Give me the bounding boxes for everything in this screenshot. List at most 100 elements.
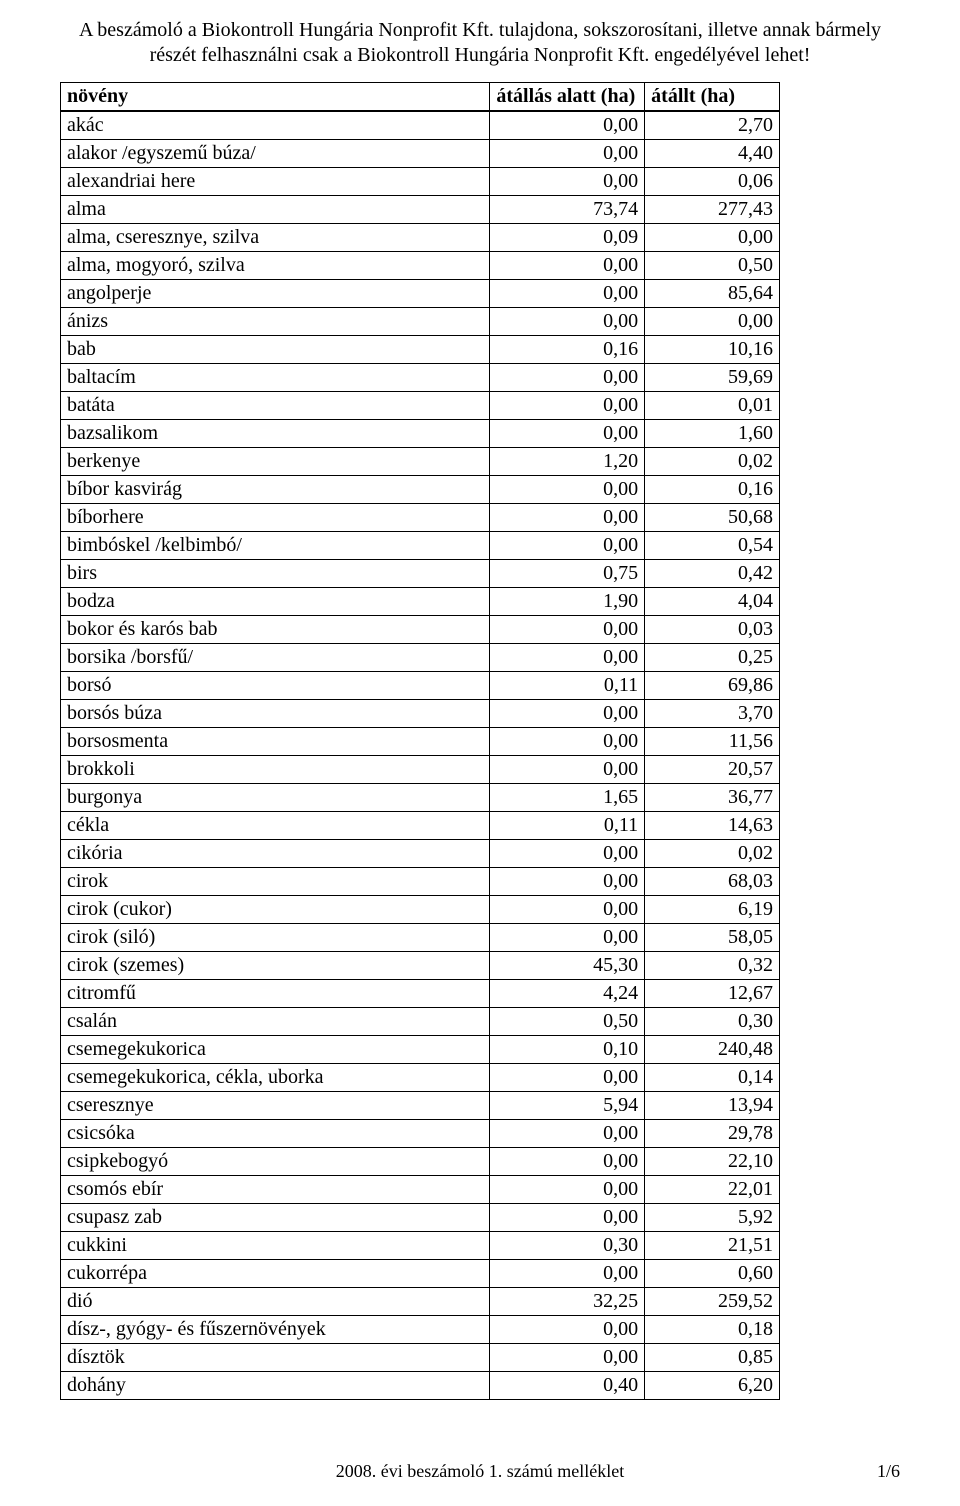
- cell-converted-ha: 4,04: [645, 588, 780, 616]
- cell-transition-ha: 0,11: [490, 812, 645, 840]
- cell-plant-name: alma, mogyoró, szilva: [61, 252, 490, 280]
- cell-plant-name: csemegekukorica: [61, 1036, 490, 1064]
- cell-converted-ha: 11,56: [645, 728, 780, 756]
- page: A beszámoló a Biokontroll Hungária Nonpr…: [0, 0, 960, 1506]
- table-row: ánizs0,000,00: [61, 308, 780, 336]
- cell-plant-name: bab: [61, 336, 490, 364]
- table-row: alakor /egyszemű búza/0,004,40: [61, 140, 780, 168]
- table-row: bokor és karós bab0,000,03: [61, 616, 780, 644]
- cell-transition-ha: 1,20: [490, 448, 645, 476]
- cell-transition-ha: 4,24: [490, 980, 645, 1008]
- table-row: cirok (cukor)0,006,19: [61, 896, 780, 924]
- cell-plant-name: alma: [61, 196, 490, 224]
- cell-converted-ha: 0,50: [645, 252, 780, 280]
- table-row: bazsalikom0,001,60: [61, 420, 780, 448]
- table-row: dió32,25259,52: [61, 1288, 780, 1316]
- cell-transition-ha: 0,10: [490, 1036, 645, 1064]
- cell-converted-ha: 2,70: [645, 111, 780, 140]
- cell-transition-ha: 45,30: [490, 952, 645, 980]
- cell-plant-name: cirok: [61, 868, 490, 896]
- table-row: brokkoli0,0020,57: [61, 756, 780, 784]
- cell-converted-ha: 0,25: [645, 644, 780, 672]
- cell-plant-name: borsós búza: [61, 700, 490, 728]
- cell-plant-name: alma, cseresznye, szilva: [61, 224, 490, 252]
- cell-converted-ha: 22,01: [645, 1176, 780, 1204]
- table-row: cikória0,000,02: [61, 840, 780, 868]
- table-row: alma, cseresznye, szilva0,090,00: [61, 224, 780, 252]
- table-row: borsó0,1169,86: [61, 672, 780, 700]
- cell-converted-ha: 12,67: [645, 980, 780, 1008]
- cell-plant-name: bimbóskel /kelbimbó/: [61, 532, 490, 560]
- cell-transition-ha: 73,74: [490, 196, 645, 224]
- table-row: borsosmenta0,0011,56: [61, 728, 780, 756]
- cell-converted-ha: 0,14: [645, 1064, 780, 1092]
- cell-transition-ha: 0,00: [490, 1260, 645, 1288]
- cell-plant-name: bodza: [61, 588, 490, 616]
- cell-transition-ha: 0,00: [490, 1120, 645, 1148]
- table-row: bab0,1610,16: [61, 336, 780, 364]
- cell-plant-name: ánizs: [61, 308, 490, 336]
- table-row: dísz-, gyógy- és fűszernövények0,000,18: [61, 1316, 780, 1344]
- cell-transition-ha: 32,25: [490, 1288, 645, 1316]
- col-header-transition: átállás alatt (ha): [490, 83, 645, 112]
- cell-converted-ha: 1,60: [645, 420, 780, 448]
- cell-transition-ha: 0,11: [490, 672, 645, 700]
- cell-converted-ha: 22,10: [645, 1148, 780, 1176]
- cell-plant-name: csipkebogyó: [61, 1148, 490, 1176]
- table-body: akác0,002,70alakor /egyszemű búza/0,004,…: [61, 111, 780, 1400]
- cell-transition-ha: 0,00: [490, 924, 645, 952]
- cell-converted-ha: 10,16: [645, 336, 780, 364]
- table-row: burgonya1,6536,77: [61, 784, 780, 812]
- table-row: csemegekukorica, cékla, uborka0,000,14: [61, 1064, 780, 1092]
- table-row: dohány0,406,20: [61, 1372, 780, 1400]
- table-row: bíborhere0,0050,68: [61, 504, 780, 532]
- cell-transition-ha: 0,00: [490, 896, 645, 924]
- cell-plant-name: dohány: [61, 1372, 490, 1400]
- table-row: cékla0,1114,63: [61, 812, 780, 840]
- cell-plant-name: borsosmenta: [61, 728, 490, 756]
- cell-plant-name: cirok (cukor): [61, 896, 490, 924]
- cell-converted-ha: 277,43: [645, 196, 780, 224]
- table-row: akác0,002,70: [61, 111, 780, 140]
- cell-transition-ha: 0,00: [490, 644, 645, 672]
- cell-converted-ha: 0,02: [645, 448, 780, 476]
- cell-plant-name: csicsóka: [61, 1120, 490, 1148]
- cell-converted-ha: 0,60: [645, 1260, 780, 1288]
- cell-transition-ha: 0,00: [490, 1064, 645, 1092]
- table-row: borsika /borsfű/0,000,25: [61, 644, 780, 672]
- table-row: csalán0,500,30: [61, 1008, 780, 1036]
- cell-plant-name: alexandriai here: [61, 168, 490, 196]
- cell-plant-name: brokkoli: [61, 756, 490, 784]
- cell-plant-name: borsó: [61, 672, 490, 700]
- cell-plant-name: cékla: [61, 812, 490, 840]
- cell-converted-ha: 0,85: [645, 1344, 780, 1372]
- cell-plant-name: berkenye: [61, 448, 490, 476]
- cell-transition-ha: 1,65: [490, 784, 645, 812]
- cell-converted-ha: 29,78: [645, 1120, 780, 1148]
- cell-transition-ha: 0,50: [490, 1008, 645, 1036]
- cell-transition-ha: 0,40: [490, 1372, 645, 1400]
- page-footer: 2008. évi beszámoló 1. számú melléklet 1…: [60, 1461, 900, 1482]
- cell-transition-ha: 0,09: [490, 224, 645, 252]
- cell-converted-ha: 0,01: [645, 392, 780, 420]
- cell-converted-ha: 50,68: [645, 504, 780, 532]
- table-row: bodza1,904,04: [61, 588, 780, 616]
- table-row: alma73,74277,43: [61, 196, 780, 224]
- table-row: citromfű4,2412,67: [61, 980, 780, 1008]
- table-row: cirok (siló)0,0058,05: [61, 924, 780, 952]
- cell-converted-ha: 13,94: [645, 1092, 780, 1120]
- table-row: bimbóskel /kelbimbó/0,000,54: [61, 532, 780, 560]
- cell-converted-ha: 85,64: [645, 280, 780, 308]
- cell-converted-ha: 3,70: [645, 700, 780, 728]
- cell-converted-ha: 69,86: [645, 672, 780, 700]
- cell-converted-ha: 4,40: [645, 140, 780, 168]
- table-row: cseresznye5,9413,94: [61, 1092, 780, 1120]
- cell-plant-name: alakor /egyszemű búza/: [61, 140, 490, 168]
- table-row: csicsóka0,0029,78: [61, 1120, 780, 1148]
- cell-converted-ha: 59,69: [645, 364, 780, 392]
- cell-plant-name: borsika /borsfű/: [61, 644, 490, 672]
- cell-converted-ha: 20,57: [645, 756, 780, 784]
- cell-transition-ha: 0,00: [490, 532, 645, 560]
- cell-transition-ha: 0,00: [490, 168, 645, 196]
- cell-plant-name: cirok (siló): [61, 924, 490, 952]
